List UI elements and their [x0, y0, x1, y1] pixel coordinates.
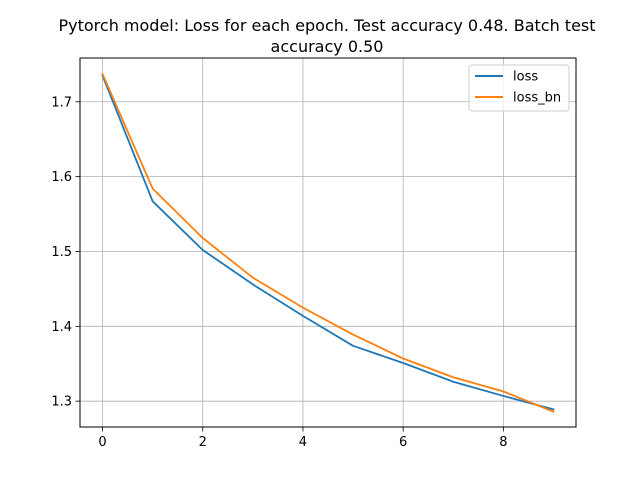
axis-ticks: 0 2 4 6 8 1.3 1.4 1.5 1.6 1.7 [51, 95, 507, 450]
series-line-loss [101, 74, 555, 411]
series-line-loss-bn [101, 72, 555, 413]
chart-title-line-2: accuracy 0.50 [271, 37, 384, 56]
x-tick-label: 4 [299, 435, 307, 450]
x-tick-label: 6 [399, 435, 407, 450]
series-lines [101, 72, 555, 413]
x-tick-label: 0 [98, 435, 106, 450]
x-tick-label: 8 [499, 435, 507, 450]
y-tick-label: 1.6 [51, 170, 72, 185]
y-tick-label: 1.7 [51, 95, 72, 110]
plot-frame [79, 57, 577, 428]
y-tick-label: 1.3 [51, 395, 72, 410]
y-tick-label: 1.5 [51, 245, 72, 260]
x-tick-label: 2 [199, 435, 207, 450]
legend-label-loss: loss [513, 70, 538, 85]
legend-label-loss-bn: loss_bn [513, 91, 561, 106]
chart-title-line-1: Pytorch model: Loss for each epoch. Test… [58, 16, 595, 35]
legend: loss loss_bn [468, 64, 570, 112]
y-tick-label: 1.4 [51, 320, 72, 335]
